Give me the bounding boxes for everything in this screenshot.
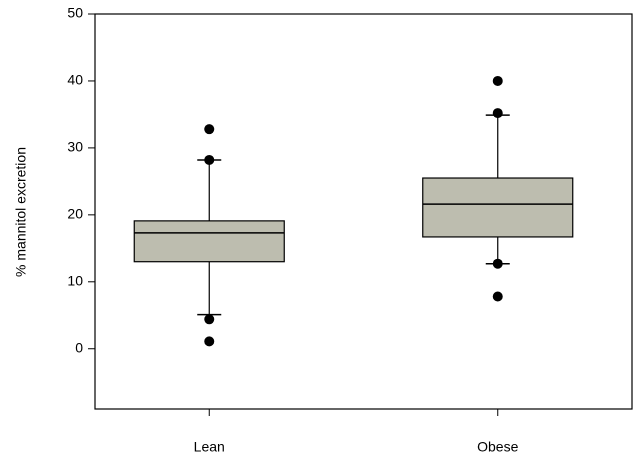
y-tick-label: 40 (67, 72, 83, 88)
y-tick-label: 0 (75, 339, 83, 355)
outlier (492, 75, 503, 86)
outlier (492, 258, 503, 269)
outlier (204, 154, 215, 165)
outlier (204, 314, 215, 325)
x-tick-label: Lean (194, 439, 225, 455)
y-tick-label: 50 (67, 5, 83, 21)
x-tick-label: Obese (477, 439, 518, 455)
plot-frame (94, 13, 633, 410)
box (422, 177, 574, 238)
y-tick-label: 30 (67, 139, 83, 155)
outlier (204, 124, 215, 135)
y-tick-label: 10 (67, 272, 83, 288)
y-axis-label: % mannitol excretion (13, 147, 29, 277)
box (133, 220, 285, 263)
outlier (492, 291, 503, 302)
outlier (204, 336, 215, 347)
outlier (492, 108, 503, 119)
y-tick-label: 20 (67, 206, 83, 222)
